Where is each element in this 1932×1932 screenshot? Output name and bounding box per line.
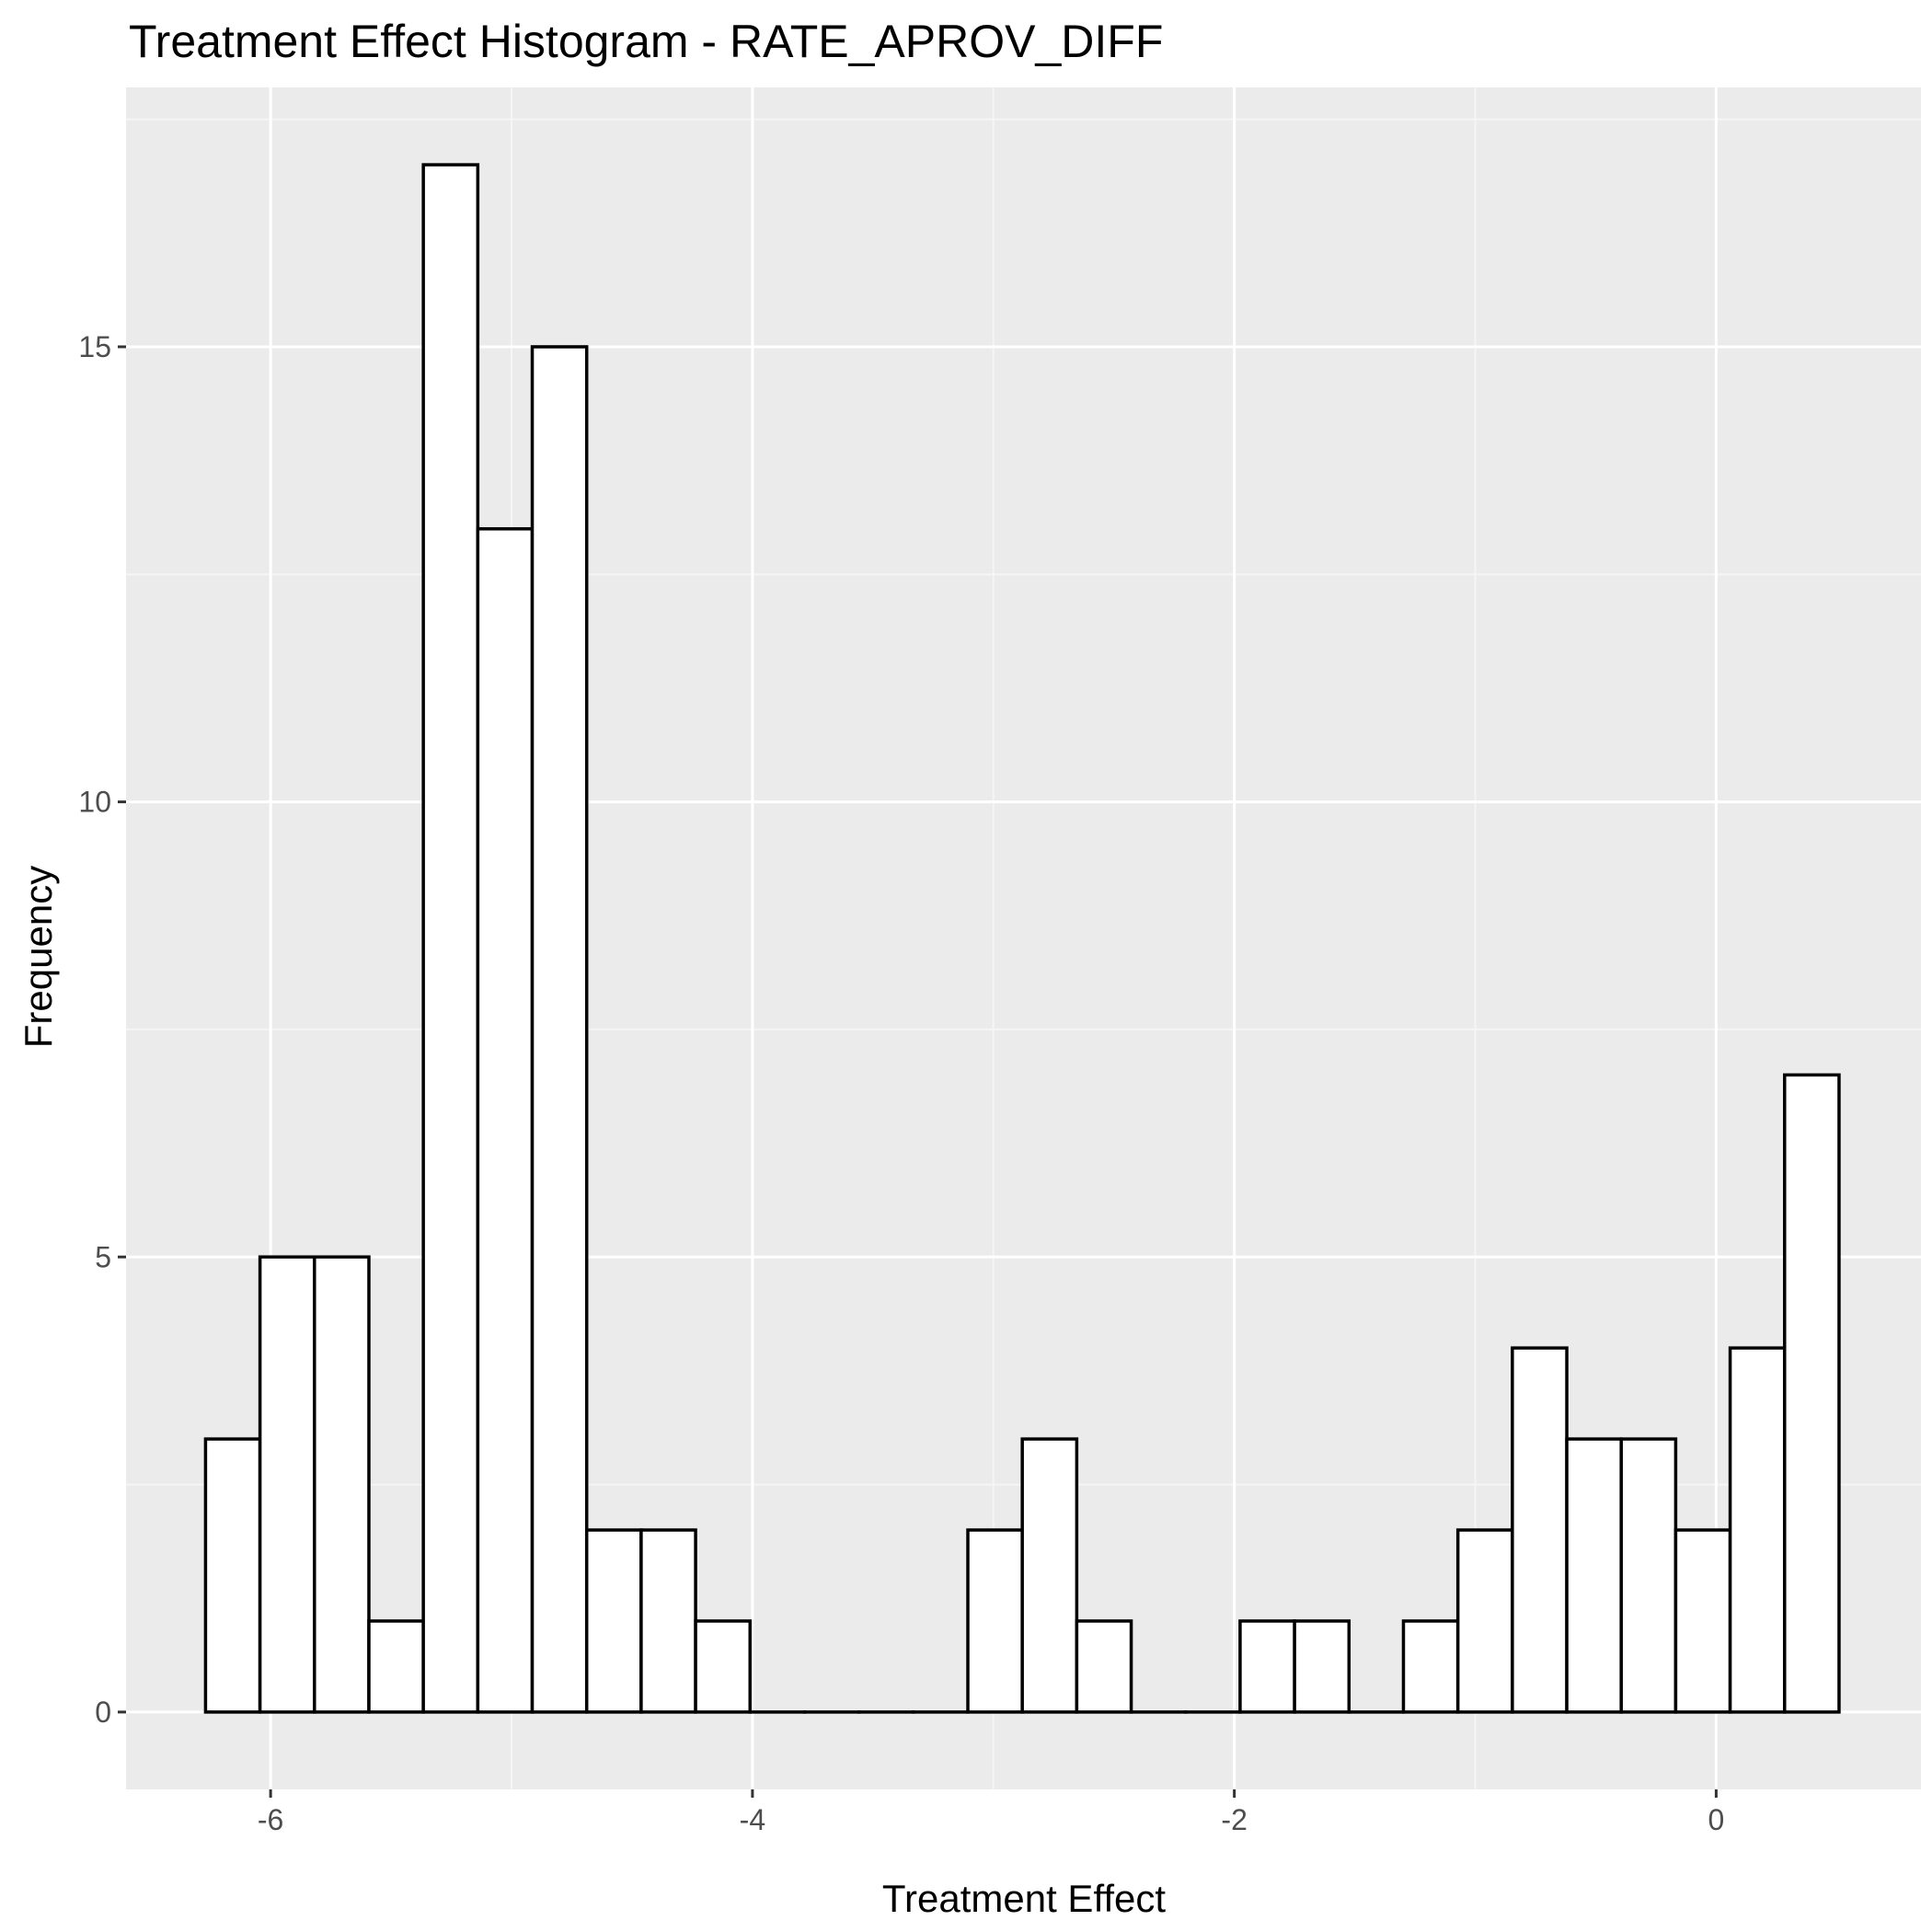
y-tick-label: 0: [95, 1696, 111, 1729]
chart-title: Treatment Effect Histogram - RATE_APROV_…: [129, 16, 1163, 67]
y-tick-label: 5: [95, 1240, 111, 1273]
histogram-bar: [1731, 1348, 1785, 1712]
histogram-bar: [315, 1257, 369, 1712]
histogram-bar: [1294, 1621, 1349, 1712]
histogram-bar: [1403, 1621, 1457, 1712]
histogram-bar: [423, 165, 477, 1712]
histogram-bar: [1512, 1348, 1567, 1712]
x-axis: -6 -4 -2 0: [258, 1789, 1724, 1836]
x-tick-label: -4: [740, 1803, 765, 1836]
histogram-bar: [968, 1530, 1022, 1712]
y-tick-label: 15: [78, 330, 111, 363]
histogram-bar: [205, 1439, 259, 1712]
histogram-bar: [1567, 1439, 1621, 1712]
x-axis-title: Treatment Effect: [882, 1877, 1166, 1920]
y-axis: 0 5 10 15: [78, 330, 126, 1729]
histogram-bar: [1022, 1439, 1076, 1712]
x-tick-label: -6: [258, 1803, 283, 1836]
histogram-bar: [1785, 1075, 1839, 1712]
histogram-bar: [641, 1530, 696, 1712]
histogram-bar: [1458, 1530, 1512, 1712]
histogram-bar: [533, 347, 587, 1712]
histogram-bar: [477, 529, 532, 1712]
histogram-bar: [696, 1621, 750, 1712]
histogram-bar: [1076, 1621, 1131, 1712]
histogram-bar: [1675, 1530, 1730, 1712]
y-tick-label: 10: [78, 786, 111, 819]
histogram-bar: [369, 1621, 423, 1712]
histogram-bar: [1240, 1621, 1294, 1712]
histogram-bar: [587, 1530, 641, 1712]
x-tick-label: 0: [1708, 1803, 1725, 1836]
histogram-bar: [1621, 1439, 1675, 1712]
x-tick-label: -2: [1221, 1803, 1247, 1836]
histogram-bar: [260, 1257, 315, 1712]
y-axis-title: Frequency: [17, 866, 60, 1048]
